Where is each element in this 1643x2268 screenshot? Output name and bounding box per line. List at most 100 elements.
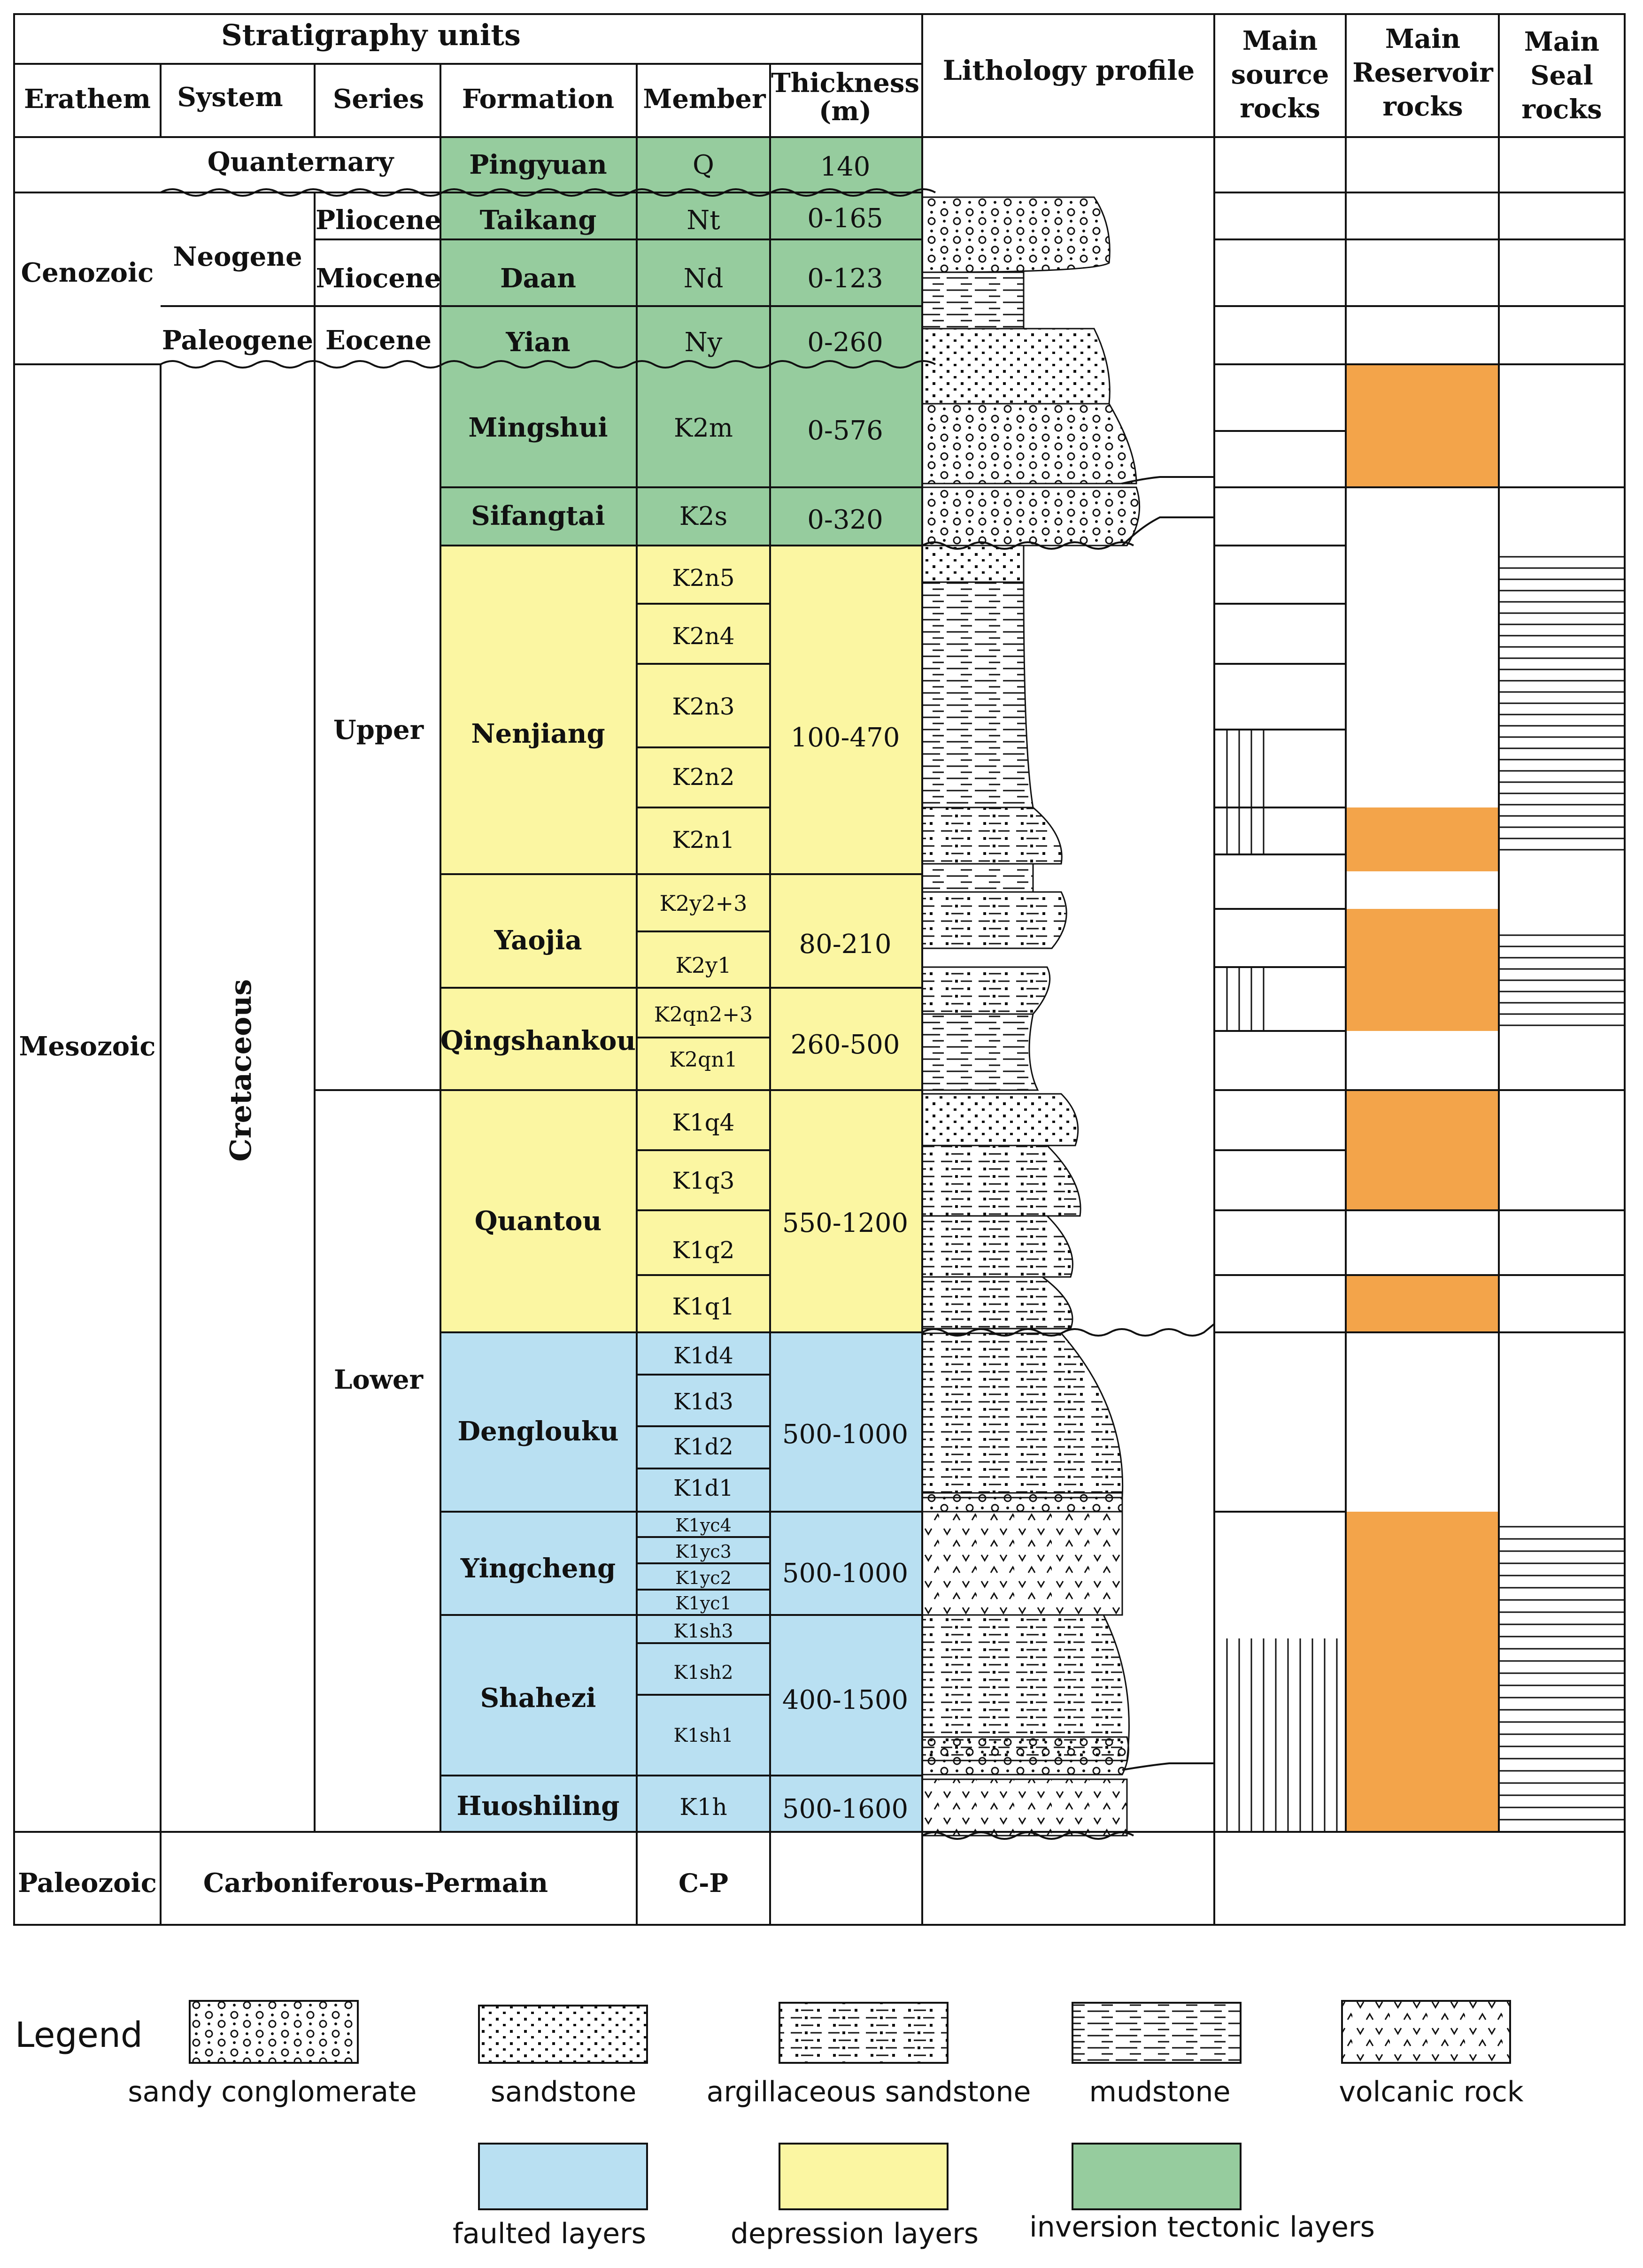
thickness-taikang: 0-165 [807,203,883,234]
member-k1sh1: K1sh1 [673,1725,733,1746]
header: Stratigraphy units Erathem System Series… [24,18,1602,127]
member-k1d4: K1d4 [673,1343,733,1369]
header-stratigraphy: Stratigraphy units [221,18,521,52]
thickness-shahezi: 400-1500 [782,1685,908,1715]
system-carboniferous-permian: Carboniferous-Permain [203,1868,548,1899]
member-q: Q [693,150,714,180]
member-k1yc2: K1yc2 [675,1568,732,1588]
source-column-hatch [1218,730,1343,1832]
formation-taikang: Taikang [480,205,597,236]
litho-conglom-mingshui [921,403,1137,484]
thickness-yaojia: 80-210 [799,929,891,960]
thickness-daan: 0-123 [807,263,883,294]
litho-volcanic-yingcheng [921,1511,1123,1616]
erathem-cenozoic: Cenozoic [21,257,154,288]
formation-labels: Pingyuan Taikang Daan Yian Mingshui Sifa… [440,149,636,1822]
lithology-profile [921,196,1141,1837]
formation-sifangtai: Sifangtai [471,500,605,531]
member-k2qn23: K2qn2+3 [654,1003,753,1027]
legend-label-inversion-layers: inversion tectonic layers [1029,2211,1375,2244]
member-k2n1: K2n1 [672,826,734,853]
legend-label-mudstone: mudstone [1089,2076,1231,2108]
member-k2m: K2m [674,413,733,443]
header-source-1: Main [1242,25,1318,56]
system-labels: Quanternary Neogene Paleogene Cretaceous… [162,146,548,1899]
legend-label-faulted-layers: faulted layers [453,2217,646,2250]
litho-sand-quantou-4 [921,1093,1079,1146]
header-erathem: Erathem [24,84,151,115]
thickness-denglouku: 500-1000 [782,1419,908,1450]
litho-mud-qingshankou [921,1013,1039,1091]
member-k2y1: K2y1 [676,953,732,978]
header-seal-2: Seal [1530,60,1593,91]
header-thickness: Thickness [771,68,919,99]
member-k1d3: K1d3 [673,1389,733,1415]
formation-qingshankou: Qingshankou [440,1025,636,1056]
member-k2n4: K2n4 [672,623,734,650]
legend: Legend sandy conglomerate sandstone argi… [15,2000,1524,2250]
litho-mud-yaojia [921,863,1034,893]
legend-swatch-inversion-layers [1072,2143,1242,2210]
formation-nenjiang: Nenjiang [471,718,605,749]
legend-swatch-faulted-layers [478,2143,648,2210]
reservoir-column-fills [1346,364,1499,1832]
reservoir-qingshankou [1346,967,1499,1031]
series-lower: Lower [334,1364,424,1395]
member-nd: Nd [684,263,724,294]
series-upper: Upper [333,715,424,746]
thickness-huoshiling: 500-1600 [782,1794,908,1824]
litho-argsand-qingshankou [921,966,1051,1015]
member-k2qn1: K2qn1 [669,1048,737,1072]
formation-pingyuan: Pingyuan [469,149,607,180]
reservoir-deep [1346,1512,1499,1832]
header-thickness-unit: (m) [819,96,872,127]
member-k1q2: K1q2 [672,1237,735,1264]
member-k1d2: K1d2 [673,1434,733,1460]
header-reservoir-3: rocks [1382,91,1463,122]
litho-mudstone-daan [921,271,1025,330]
system-neogene: Neogene [173,241,302,272]
legend-label-depression-layers: depression layers [731,2217,979,2250]
legend-swatch-sandy-conglomerate [189,2000,359,2064]
member-k2y23: K2y2+3 [660,891,748,916]
thickness-quantou: 550-1200 [782,1208,908,1238]
litho-argsand-denglouku [921,1332,1124,1499]
formation-shahezi: Shahezi [480,1683,596,1714]
litho-sand-nenjiang-top [921,545,1025,583]
source-qingshankou [1218,967,1265,1031]
legend-label-sandy-conglomerate: sandy conglomerate [128,2076,417,2108]
member-k2n5: K2n5 [672,564,734,592]
source-shahezi [1218,1638,1343,1832]
faulted-fill [440,1332,922,1832]
legend-swatch-argillaceous-sandstone [779,2002,949,2064]
legend-label-sandstone: sandstone [491,2076,637,2108]
thickness-yian: 0-260 [807,327,883,358]
litho-mud-nenjiang [921,581,1034,808]
formation-denglouku: Denglouku [458,1416,619,1447]
litho-conglom-shahezi-base [921,1736,1129,1776]
reservoir-quantou-lower [1346,1275,1499,1332]
legend-swatch-volcanic-rock [1341,2000,1511,2064]
litho-volcanic-huoshiling [921,1778,1128,1837]
member-k1q1: K1q1 [672,1293,735,1320]
series-labels: Pliocene Miocene Eocene Upper Lower [316,205,441,1395]
inversion-fill [440,137,922,546]
member-k1yc4: K1yc4 [675,1515,732,1536]
formation-yingcheng: Yingcheng [460,1553,616,1584]
legend-swatch-mudstone [1072,2002,1242,2064]
header-lithology: Lithology profile [943,54,1195,86]
thickness-nenjiang: 100-470 [791,723,900,753]
litho-argsand-nenjiang-base [921,807,1063,865]
thickness-qingshankou: 260-500 [791,1030,900,1060]
legend-label-volcanic-rock: volcanic rock [1339,2076,1523,2108]
member-k1q3: K1q3 [672,1167,735,1194]
reservoir-yaojia [1346,909,1499,967]
header-seal-3: rocks [1521,94,1602,125]
formation-mingshui: Mingshui [468,412,608,443]
litho-conglomerate-top [921,196,1111,273]
formation-daan: Daan [500,263,576,294]
thickness-labels: 140 0-165 0-123 0-260 0-576 0-320 100-47… [782,152,908,1824]
litho-sand-yian [921,328,1111,405]
member-k1sh2: K1sh2 [673,1662,733,1684]
